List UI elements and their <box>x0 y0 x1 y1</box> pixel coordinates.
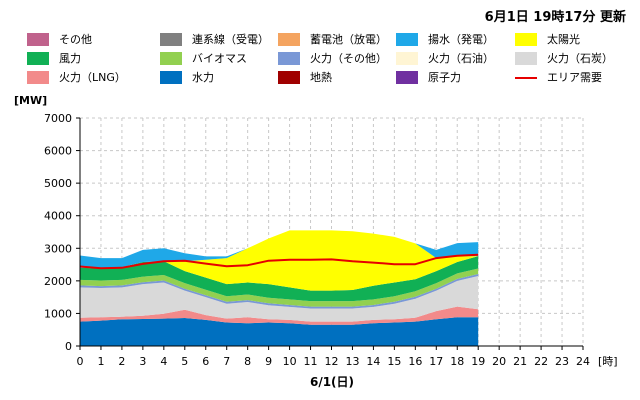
x-tick-label: 22 <box>534 355 548 368</box>
legend-label-solar: 太陽光 <box>547 33 580 46</box>
legend-label-wind: 風力 <box>59 52 81 65</box>
legend-swatch-biomass <box>160 52 182 65</box>
y-tick-label: 6000 <box>44 145 72 158</box>
pumped-storage-area <box>80 230 479 269</box>
x-tick-label: 20 <box>492 355 506 368</box>
y-tick-label: 4000 <box>44 210 72 223</box>
x-tick-label: 8 <box>244 355 251 368</box>
x-tick-label: 6 <box>202 355 209 368</box>
legend-label-thermal-other: 火力（その他） <box>310 52 387 65</box>
x-tick-label: 15 <box>387 355 401 368</box>
x-tick-label: 9 <box>265 355 272 368</box>
hydro-area <box>80 317 479 346</box>
wind-area <box>80 256 479 302</box>
y-tick-label: 3000 <box>44 242 72 255</box>
legend-swatch-solar <box>515 33 537 46</box>
y-tick-label: 0 <box>65 340 72 353</box>
legend-label-other: その他 <box>59 33 92 46</box>
x-tick-label: 12 <box>325 355 339 368</box>
legend-swatch-other <box>27 33 49 46</box>
legend-label-hydro: 水力 <box>192 71 214 84</box>
legend-swatch-thermal-other <box>278 52 300 65</box>
legend-label-nuclear: 原子力 <box>428 71 461 84</box>
legend-label-biomass: バイオマス <box>192 52 247 65</box>
legend-swatch-pumped-storage <box>396 33 418 46</box>
legend-swatch-thermal-lng <box>27 71 49 84</box>
y-tick-label: 5000 <box>44 177 72 190</box>
axes <box>76 117 584 350</box>
legend-item-biomass: バイオマス <box>160 52 278 65</box>
legend-item-pumped-storage: 揚水（発電） <box>396 33 515 46</box>
legend-item-nuclear: 原子力 <box>396 71 515 84</box>
legend-label-thermal-oil: 火力（石油） <box>428 52 494 65</box>
demand-series <box>79 253 479 270</box>
legend-swatch-wind <box>27 52 49 65</box>
legend-item-battery-discharge: 蓄電池（放電） <box>278 33 396 46</box>
legend-label-area-demand: エリア需要 <box>547 71 602 84</box>
legend-item-geothermal: 地熱 <box>278 71 396 84</box>
legend-item-hydro: 水力 <box>160 71 278 84</box>
biomass-area <box>80 268 479 307</box>
legend-item-other: その他 <box>27 33 160 46</box>
update-timestamp: 6月1日 19時17分 更新 <box>484 10 626 25</box>
legend-item-solar: 太陽光 <box>515 33 615 46</box>
legend-swatch-thermal-oil <box>396 52 418 65</box>
grid <box>80 117 584 346</box>
x-tick-label: 13 <box>345 355 359 368</box>
x-tick-label: 16 <box>408 355 422 368</box>
x-axis-label: 6/1(日) <box>310 375 354 389</box>
x-tick-label: 2 <box>118 355 125 368</box>
x-tick-label: 3 <box>139 355 146 368</box>
legend-label-thermal-lng: 火力（LNG） <box>59 71 126 84</box>
x-tick-label: 0 <box>77 355 84 368</box>
x-tick-label: 11 <box>304 355 318 368</box>
y-axis-unit-label: [MW] <box>14 94 47 107</box>
x-tick-label: 1 <box>97 355 104 368</box>
thermal-coal-area <box>80 276 479 322</box>
legend-label-thermal-coal: 火力（石炭） <box>547 52 613 65</box>
x-tick-label: 14 <box>366 355 380 368</box>
x-tick-label: 23 <box>555 355 569 368</box>
x-tick-label: 4 <box>160 355 167 368</box>
legend-swatch-geothermal <box>278 71 300 84</box>
legend-item-thermal-oil: 火力（石油） <box>396 52 515 65</box>
legend-swatch-area-demand <box>515 76 537 79</box>
y-tick-label: 1000 <box>44 307 72 320</box>
area-demand-line <box>79 253 479 270</box>
y-tick-label: 2000 <box>44 275 72 288</box>
x-tick-label: 5 <box>181 355 188 368</box>
x-tick-label: 17 <box>429 355 443 368</box>
y-tick-label: 7000 <box>44 112 72 125</box>
x-axis-unit-label: [時] <box>598 355 618 368</box>
x-tick-label: 10 <box>283 355 297 368</box>
legend-label-pumped-storage: 揚水（発電） <box>428 33 494 46</box>
legend-item-thermal-other: 火力（その他） <box>278 52 396 65</box>
legend-label-geothermal: 地熱 <box>310 71 332 84</box>
legend-swatch-nuclear <box>396 71 418 84</box>
legend-swatch-hydro <box>160 71 182 84</box>
chart-legend: その他 連系線（受電） 蓄電池（放電） 揚水（発電） 太陽光風力 バイオマス 火力（その他）… <box>27 33 615 84</box>
x-tick-label: 21 <box>513 355 527 368</box>
x-tick-label: 18 <box>450 355 464 368</box>
stacked-areas <box>80 230 479 346</box>
x-tick-label: 24 <box>576 355 590 368</box>
x-tick-label: 7 <box>223 355 230 368</box>
legend-item-wind: 風力 <box>27 52 160 65</box>
legend-item-thermal-lng: 火力（LNG） <box>27 71 160 84</box>
legend-label-interconnection-import: 連系線（受電） <box>192 33 269 46</box>
legend-item-area-demand: エリア需要 <box>515 71 615 84</box>
legend-swatch-interconnection-import <box>160 33 182 46</box>
legend-swatch-battery-discharge <box>278 33 300 46</box>
legend-label-battery-discharge: 蓄電池（放電） <box>310 33 387 46</box>
thermal-lng-area <box>80 306 479 325</box>
legend-item-thermal-coal: 火力（石炭） <box>515 52 615 65</box>
x-tick-label: 19 <box>471 355 485 368</box>
legend-item-interconnection-import: 連系線（受電） <box>160 33 278 46</box>
legend-swatch-thermal-coal <box>515 52 537 65</box>
